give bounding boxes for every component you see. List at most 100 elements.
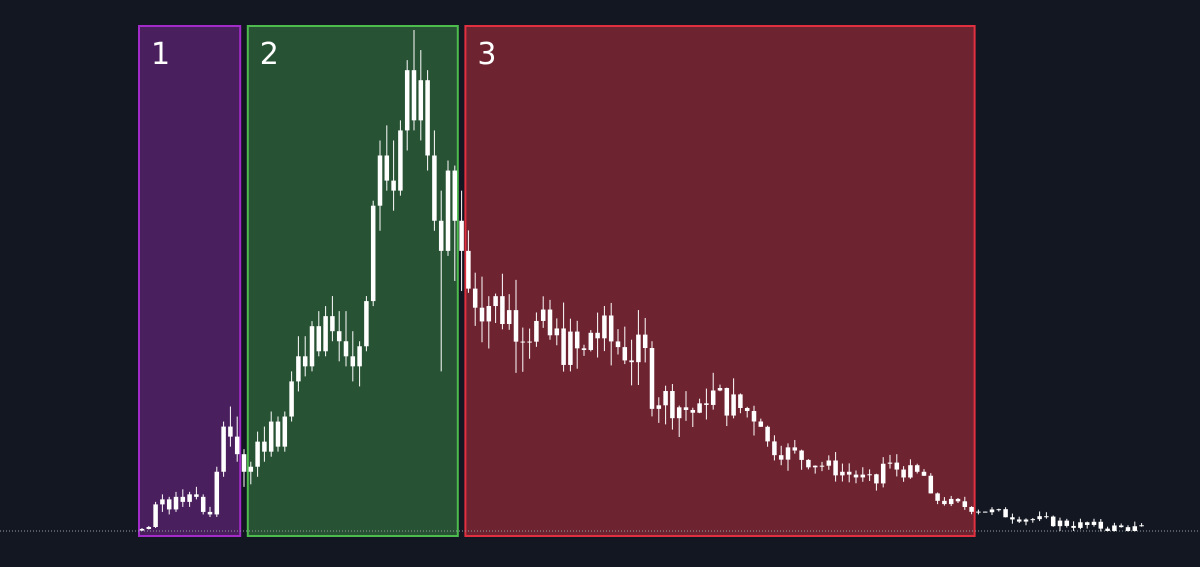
candle xyxy=(241,449,247,487)
candle-body xyxy=(629,360,634,363)
candle xyxy=(364,296,369,352)
candle xyxy=(1112,522,1117,532)
candle xyxy=(221,421,226,477)
candle-body xyxy=(670,391,675,419)
candle-body xyxy=(894,462,900,470)
candle xyxy=(1098,519,1104,532)
candle-body xyxy=(1016,519,1022,522)
candle-body xyxy=(819,465,825,467)
candle-body xyxy=(744,407,750,412)
candle xyxy=(1023,518,1029,526)
candle-body xyxy=(642,334,648,349)
candle xyxy=(996,508,1002,512)
candle-body xyxy=(309,326,315,367)
candle xyxy=(554,318,560,346)
candle-body xyxy=(1057,520,1063,527)
candle xyxy=(833,452,838,482)
candle xyxy=(799,449,804,470)
candle xyxy=(670,384,675,430)
candle xyxy=(704,388,709,420)
candle xyxy=(146,525,152,530)
candle xyxy=(1125,525,1131,532)
candle xyxy=(901,466,906,482)
candle xyxy=(1057,517,1063,531)
candle xyxy=(819,461,825,472)
candle xyxy=(166,496,172,515)
candle-body xyxy=(568,331,573,365)
candle xyxy=(350,331,356,382)
candle-body xyxy=(1084,522,1090,525)
candle xyxy=(520,327,526,372)
candle-body xyxy=(234,436,240,455)
candle xyxy=(391,140,396,211)
candle xyxy=(1078,518,1083,530)
candle xyxy=(425,70,430,171)
candle-body xyxy=(173,496,179,510)
candle xyxy=(268,411,274,457)
candle xyxy=(248,461,254,485)
candle xyxy=(636,310,641,385)
candle xyxy=(894,454,900,477)
candle xyxy=(1064,518,1070,528)
candle-body xyxy=(1139,525,1144,527)
candle xyxy=(234,416,240,462)
candle xyxy=(874,473,879,491)
candle xyxy=(826,455,832,470)
candle xyxy=(493,293,498,324)
candle-body xyxy=(1071,525,1076,528)
candle xyxy=(262,426,267,462)
candle xyxy=(710,372,716,410)
candle xyxy=(343,311,349,367)
candle-body xyxy=(262,441,267,452)
candle xyxy=(867,469,872,481)
candle xyxy=(683,391,689,421)
candle-body xyxy=(806,459,811,468)
candle xyxy=(506,294,512,330)
candle-body xyxy=(1037,516,1042,520)
candle xyxy=(724,387,730,427)
candle xyxy=(1118,523,1124,528)
candle xyxy=(323,306,328,357)
candle xyxy=(887,454,893,469)
candle xyxy=(527,328,532,359)
candle xyxy=(404,60,410,151)
candle-body xyxy=(765,426,770,442)
candle xyxy=(880,457,886,488)
candle-body xyxy=(887,462,893,464)
candle-body xyxy=(432,155,437,221)
candle xyxy=(615,329,621,355)
candle-body xyxy=(738,394,743,408)
candle-body xyxy=(160,499,165,505)
candle-body xyxy=(527,341,532,343)
candle-body xyxy=(377,155,383,206)
candle-body xyxy=(404,70,410,131)
candle-body xyxy=(425,80,430,156)
candle-body xyxy=(547,309,553,336)
zone-labels: 1 2 3 xyxy=(151,37,496,72)
candle xyxy=(846,463,852,483)
candle-body xyxy=(500,296,505,325)
candle xyxy=(357,341,362,387)
candle-body xyxy=(690,409,696,413)
candle xyxy=(1016,516,1022,523)
candle xyxy=(948,495,954,507)
candle-body xyxy=(554,328,560,336)
candle-body xyxy=(561,328,566,365)
candle xyxy=(581,344,587,356)
candle-body xyxy=(418,80,424,121)
candle-body xyxy=(200,496,206,512)
candle xyxy=(282,411,288,452)
candle-body xyxy=(942,500,947,505)
candle-body xyxy=(1091,521,1097,525)
candle xyxy=(629,339,634,386)
candle-body xyxy=(704,403,709,405)
candle-body xyxy=(840,471,845,476)
candle-body xyxy=(581,348,587,350)
candle-body xyxy=(588,332,594,350)
candle-body xyxy=(540,309,546,321)
candle-body xyxy=(1050,516,1056,527)
candle-body xyxy=(928,475,934,494)
candle-body xyxy=(438,220,444,251)
candle-body xyxy=(860,474,866,478)
candle-body xyxy=(370,205,376,302)
